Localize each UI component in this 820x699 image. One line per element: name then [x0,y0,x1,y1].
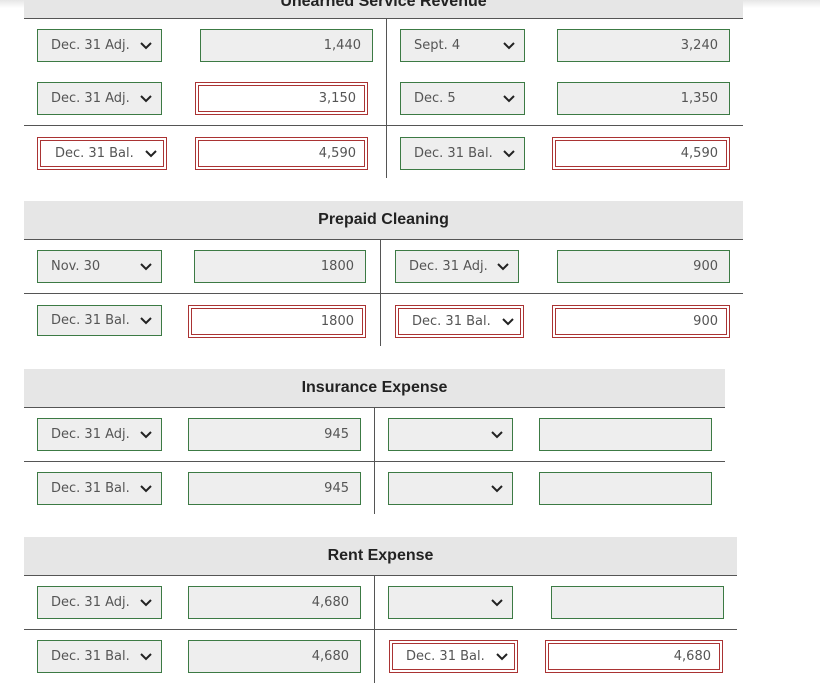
right-balance-date-select[interactable]: Dec. 31 Bal. [400,137,525,170]
left-balance-date-select[interactable]: Dec. 31 Bal. [37,472,162,505]
right-date-select[interactable]: Sept. 4 [400,29,525,62]
right-balance-date-select[interactable] [388,472,513,505]
chevron-down-icon [139,94,153,104]
amount-value: 945 [324,427,349,442]
chevron-down-icon [139,262,153,272]
right-date-select[interactable] [388,418,513,451]
select-value: Sept. 4 [414,38,461,53]
chevron-down-icon [502,94,516,104]
select-value: Dec. 31 Bal. [406,649,485,664]
t-account-divider [386,18,387,178]
left-amount-input[interactable]: 4,680 [188,586,361,619]
right-balance-amount-input[interactable] [539,472,712,505]
account-header-rent-expense: Rent Expense [24,537,737,576]
left-amount-input[interactable]: 945 [188,418,361,451]
left-amount-input[interactable]: 3,150 [195,82,368,115]
account-header-unearned-service-revenue: Unearned Service Revenue [24,0,743,19]
amount-value: 1800 [320,314,354,329]
chevron-down-icon [139,316,153,326]
account-header-insurance-expense: Insurance Expense [24,369,725,408]
left-date-select[interactable]: Dec. 31 Adj. [37,418,162,451]
chevron-down-icon [139,484,153,494]
left-balance-date-select[interactable]: Dec. 31 Bal. [37,640,162,673]
amount-value: 4,590 [318,146,356,161]
select-value: Dec. 31 Bal. [51,481,130,496]
t-account-divider [380,239,381,346]
amount-value: 4,680 [311,595,349,610]
right-balance-date-select[interactable]: Dec. 31 Bal. [395,305,524,338]
chevron-down-icon [139,430,153,440]
chevron-down-icon [501,317,515,327]
left-amount-input[interactable]: 1,440 [200,29,373,62]
left-balance-date-select[interactable]: Dec. 31 Bal. [37,305,162,336]
balance-rule [24,293,743,294]
right-balance-date-select[interactable]: Dec. 31 Bal. [389,640,518,673]
select-value: Dec. 31 Bal. [55,146,134,161]
left-date-select[interactable]: Dec. 31 Adj. [37,29,162,62]
right-amount-input[interactable]: 900 [557,250,730,283]
chevron-down-icon [502,149,516,159]
select-value: Dec. 31 Adj. [51,38,130,53]
chevron-down-icon [144,149,158,159]
select-value: Dec. 31 Adj. [409,259,488,274]
chevron-down-icon [139,598,153,608]
account-title: Prepaid Cleaning [318,211,449,228]
select-value: Dec. 31 Adj. [51,595,130,610]
amount-value: 4,590 [680,146,718,161]
amount-value: 4,680 [673,649,711,664]
select-value: Nov. 30 [51,259,101,274]
chevron-down-icon [495,652,509,662]
amount-value: 945 [324,481,349,496]
left-balance-amount-input[interactable]: 4,680 [188,640,361,673]
right-amount-input[interactable]: 3,240 [557,29,730,62]
right-date-select[interactable]: Dec. 5 [400,82,525,115]
amount-value: 1800 [320,259,354,274]
select-value: Dec. 31 Bal. [414,146,493,161]
right-date-select[interactable]: Dec. 31 Adj. [395,250,519,283]
select-value: Dec. 31 Bal. [412,314,491,329]
right-amount-input[interactable]: 1,350 [557,82,730,115]
amount-value: 3,240 [680,38,718,53]
amount-value: 1,350 [680,91,718,106]
chevron-down-icon [490,484,504,494]
right-balance-amount-input[interactable]: 900 [552,305,730,338]
chevron-down-icon [496,262,510,272]
chevron-down-icon [139,41,153,51]
account-title: Insurance Expense [301,379,448,396]
t-account-divider [374,407,375,514]
left-date-select[interactable]: Dec. 31 Adj. [37,586,162,619]
left-date-select[interactable]: Dec. 31 Adj. [37,82,162,115]
left-amount-input[interactable]: 1800 [194,250,366,283]
left-balance-date-select[interactable]: Dec. 31 Bal. [37,137,167,170]
account-title: Rent Expense [327,547,434,564]
right-amount-input[interactable] [539,418,712,451]
amount-value: 4,680 [311,649,349,664]
left-date-select[interactable]: Nov. 30 [37,250,162,283]
right-date-select[interactable] [388,586,513,619]
amount-value: 1,440 [323,38,361,53]
balance-rule [24,629,737,630]
select-value: Dec. 31 Bal. [51,313,130,328]
chevron-down-icon [139,652,153,662]
select-value: Dec. 31 Adj. [51,91,130,106]
select-value: Dec. 31 Adj. [51,427,130,442]
select-value: Dec. 31 Bal. [51,649,130,664]
left-balance-amount-input[interactable]: 1800 [188,305,366,338]
left-balance-amount-input[interactable]: 945 [188,472,361,505]
right-balance-amount-input[interactable]: 4,680 [545,640,723,673]
amount-value: 900 [693,259,718,274]
account-title: Unearned Service Revenue [280,0,487,10]
chevron-down-icon [490,430,504,440]
chevron-down-icon [490,598,504,608]
right-amount-input[interactable] [551,586,724,619]
select-value: Dec. 5 [414,91,456,106]
account-header-prepaid-cleaning: Prepaid Cleaning [24,201,743,240]
right-balance-amount-input[interactable]: 4,590 [552,137,730,170]
amount-value: 900 [693,314,718,329]
chevron-down-icon [502,41,516,51]
t-account-divider [374,575,375,683]
left-balance-amount-input[interactable]: 4,590 [195,137,368,170]
balance-rule [24,125,743,126]
amount-value: 3,150 [318,91,356,106]
